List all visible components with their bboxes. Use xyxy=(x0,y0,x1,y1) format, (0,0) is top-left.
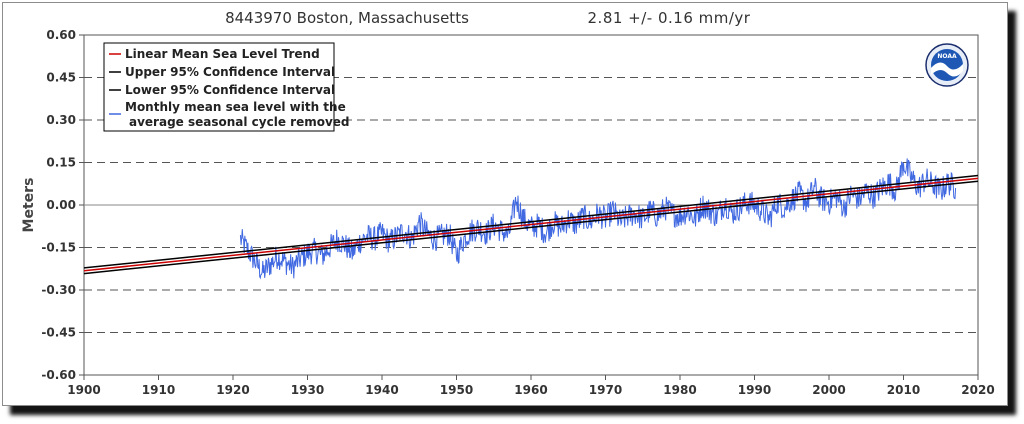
noaa-logo-icon: NOAA xyxy=(925,43,969,87)
legend-box xyxy=(103,42,335,132)
chart-title-trend: 2.81 +/- 0.16 mm/yr xyxy=(588,9,751,27)
noaa-logo-text: NOAA xyxy=(937,53,957,60)
y-axis: 0.60 0.45 0.30 0.15 0.00 -0.15 -0.30 -0.45 -0.60 xyxy=(41,28,84,382)
x-tick-label: 1900 xyxy=(67,383,100,397)
legend-label-monthly-line2: average seasonal cycle removed xyxy=(129,115,350,129)
x-tick-label: 1990 xyxy=(738,383,771,397)
y-tick-label: -0.15 xyxy=(41,241,76,255)
x-tick-label: 1940 xyxy=(365,383,398,397)
y-tick-label: -0.30 xyxy=(41,283,76,297)
x-tick-label: 1950 xyxy=(440,383,473,397)
x-axis: 1900 1910 1920 1930 1940 1950 1960 1970 1980 1990… xyxy=(67,375,995,397)
y-tick-label: 0.30 xyxy=(46,113,76,127)
chart-title-station: 8443970 Boston, Massachusetts xyxy=(225,9,469,27)
series-line-lower-ci xyxy=(83,180,979,275)
x-tick-label: 1910 xyxy=(142,383,175,397)
x-tick-label: 1970 xyxy=(589,383,622,397)
y-tick-label: -0.60 xyxy=(41,368,76,382)
legend-label-upper: Upper 95% Confidence Interval xyxy=(125,65,335,79)
x-tick-label: 2010 xyxy=(887,383,920,397)
y-tick-label: 0.15 xyxy=(46,156,76,170)
x-tick-label: 1930 xyxy=(291,383,324,397)
x-tick-label: 1980 xyxy=(663,383,696,397)
legend-label-monthly: Monthly mean sea level with the xyxy=(125,100,346,114)
x-tick-label: 1920 xyxy=(216,383,249,397)
y-axis-label: Meters xyxy=(21,178,37,233)
y-tick-label: 0.45 xyxy=(46,71,76,85)
x-tick-label: 2000 xyxy=(812,383,845,397)
legend-label-lower: Lower 95% Confidence Interval xyxy=(125,83,335,97)
y-tick-label: 0.00 xyxy=(46,198,76,212)
series-layer xyxy=(83,158,979,280)
x-tick-label: 1960 xyxy=(514,383,547,397)
y-tick-label: 0.60 xyxy=(46,28,76,42)
legend-label-trend: Linear Mean Sea Level Trend xyxy=(125,47,320,61)
y-tick-label: -0.45 xyxy=(41,326,76,340)
series-line-upper-ci xyxy=(83,174,979,269)
series-line-trend xyxy=(83,177,979,272)
legend: Linear Mean Sea Level Trend Upper 95% Co… xyxy=(103,42,350,132)
x-tick-label: 2020 xyxy=(961,383,994,397)
